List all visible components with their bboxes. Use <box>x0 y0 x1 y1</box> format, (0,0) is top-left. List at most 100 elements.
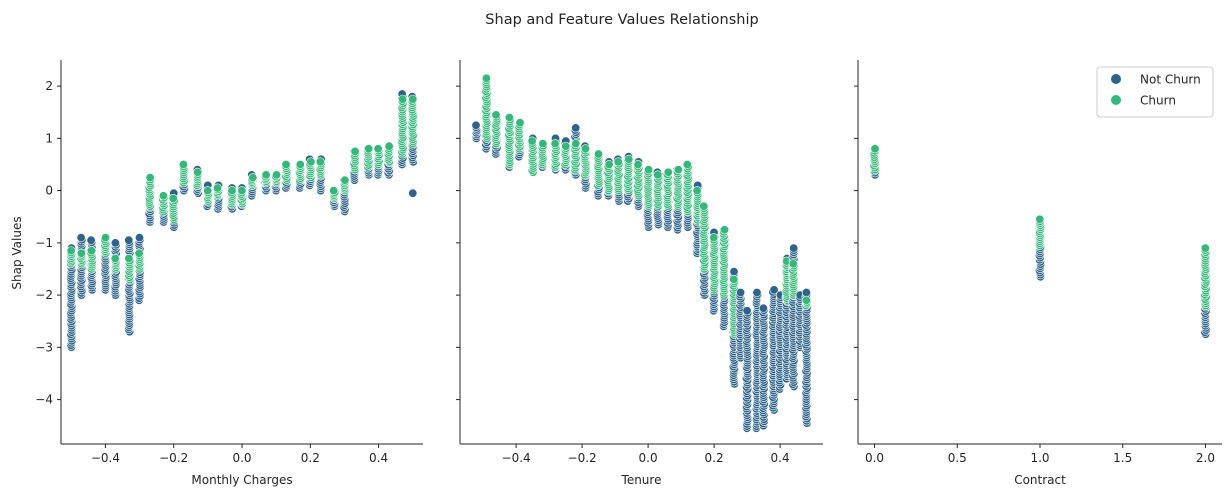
outlier-point <box>408 188 418 198</box>
not-churn-point <box>758 303 768 313</box>
churn-point <box>682 160 692 170</box>
churn-point <box>168 193 178 203</box>
churn-point <box>673 165 683 175</box>
churn-point <box>580 144 590 154</box>
churn-point <box>644 165 654 175</box>
x-tick-label: 0.4 <box>369 451 388 465</box>
not-churn-point <box>736 287 746 297</box>
churn-point <box>66 246 76 256</box>
churn-point <box>633 160 643 170</box>
x-tick-label: −0.2 <box>568 451 597 465</box>
legend-label-churn: Churn <box>1140 94 1176 108</box>
churn-point <box>720 225 730 235</box>
churn-point <box>408 94 418 104</box>
churn-point <box>398 94 408 104</box>
churn-point <box>593 149 603 159</box>
churn-point <box>158 191 168 201</box>
x-axis-title: Monthly Charges <box>191 473 292 487</box>
panel-monthly-charges: −0.4 −0.2 0.0 0.2 0.4 −4 −3 −2 −1 0 1 2 Monthly Char… <box>35 60 423 487</box>
churn-point <box>788 259 798 269</box>
churn-point <box>101 233 111 243</box>
not-churn-point <box>135 233 145 243</box>
x-tick-label: −0.2 <box>159 451 188 465</box>
churn-point <box>364 144 374 154</box>
churn-point <box>550 139 560 149</box>
churn-point <box>315 157 325 167</box>
churn-point <box>373 144 383 154</box>
y-tick-label: 0 <box>45 184 53 198</box>
not-churn-point <box>76 233 86 243</box>
not-churn-point <box>752 287 762 297</box>
legend-marker-churn <box>1111 95 1121 105</box>
churn-point <box>227 186 237 196</box>
churn-point <box>145 173 155 183</box>
churn-point <box>527 136 537 146</box>
y-tick-label: 1 <box>45 131 53 145</box>
x-tick-label: 0.0 <box>639 451 658 465</box>
churn-point <box>653 170 663 180</box>
not-churn-point <box>110 238 120 248</box>
churn-point <box>870 144 880 154</box>
y-tick-label: −1 <box>35 236 53 250</box>
panel-tenure: −0.4 −0.2 0.0 0.2 0.4 Tenure <box>456 60 823 487</box>
x-tick-label: 0.2 <box>301 451 320 465</box>
churn-point <box>538 139 548 149</box>
y-tick-label: −2 <box>35 288 53 302</box>
not-churn-point <box>789 243 799 253</box>
churn-point <box>384 141 394 151</box>
x-tick-label: 0.0 <box>865 451 884 465</box>
x-tick-label: −0.4 <box>502 451 531 465</box>
churn-point <box>329 186 339 196</box>
churn-point <box>663 167 673 177</box>
churn-point <box>193 167 203 177</box>
churn-point <box>1200 243 1210 253</box>
churn-point <box>624 154 634 164</box>
churn-point <box>340 175 350 185</box>
churn-point <box>76 248 86 258</box>
x-tick-label: 1.5 <box>1113 451 1132 465</box>
legend: Not Churn Churn <box>1096 66 1214 118</box>
churn-point <box>709 233 719 243</box>
legend-frame <box>1096 66 1214 118</box>
churn-point <box>504 113 514 123</box>
churn-point <box>248 173 258 183</box>
x-tick-label: −0.4 <box>91 451 120 465</box>
x-tick-label: 0.0 <box>232 451 251 465</box>
churn-point <box>350 146 360 156</box>
not-churn-point <box>801 287 811 297</box>
churn-point <box>613 157 623 167</box>
churn-point <box>481 73 491 83</box>
churn-point <box>729 274 739 284</box>
x-tick-label: 0.5 <box>948 451 967 465</box>
churn-point <box>801 295 811 305</box>
churn-point <box>178 160 188 170</box>
y-tick-label: 2 <box>45 79 53 93</box>
churn-point <box>604 160 614 170</box>
not-churn-point <box>471 120 481 130</box>
churn-point <box>692 186 702 196</box>
legend-marker-not-churn <box>1111 74 1121 84</box>
panel-contract: 0.0 0.5 1.0 1.5 2.0 Contract <box>854 60 1222 487</box>
not-churn-point <box>571 123 581 133</box>
churn-point <box>213 183 223 193</box>
churn-point <box>271 170 281 180</box>
y-axis-title: Shap Values <box>10 216 24 289</box>
x-tick-label: 1.0 <box>1030 451 1049 465</box>
churn-point <box>281 160 291 170</box>
x-axis-title: Contract <box>1014 473 1066 487</box>
churn-point <box>134 248 144 258</box>
x-tick-label: 0.4 <box>771 451 790 465</box>
y-tick-label: −3 <box>35 340 53 354</box>
not-churn-point <box>86 235 96 245</box>
churn-point <box>237 186 247 196</box>
churn-point <box>561 141 571 151</box>
churn-point <box>571 139 581 149</box>
churn-point <box>261 170 271 180</box>
churn-point <box>110 254 120 264</box>
figure-title: Shap and Feature Values Relationship <box>485 12 758 28</box>
churn-point <box>491 110 501 120</box>
not-churn-point <box>742 306 752 316</box>
churn-point <box>699 201 709 211</box>
x-axis-title: Tenure <box>621 473 662 487</box>
